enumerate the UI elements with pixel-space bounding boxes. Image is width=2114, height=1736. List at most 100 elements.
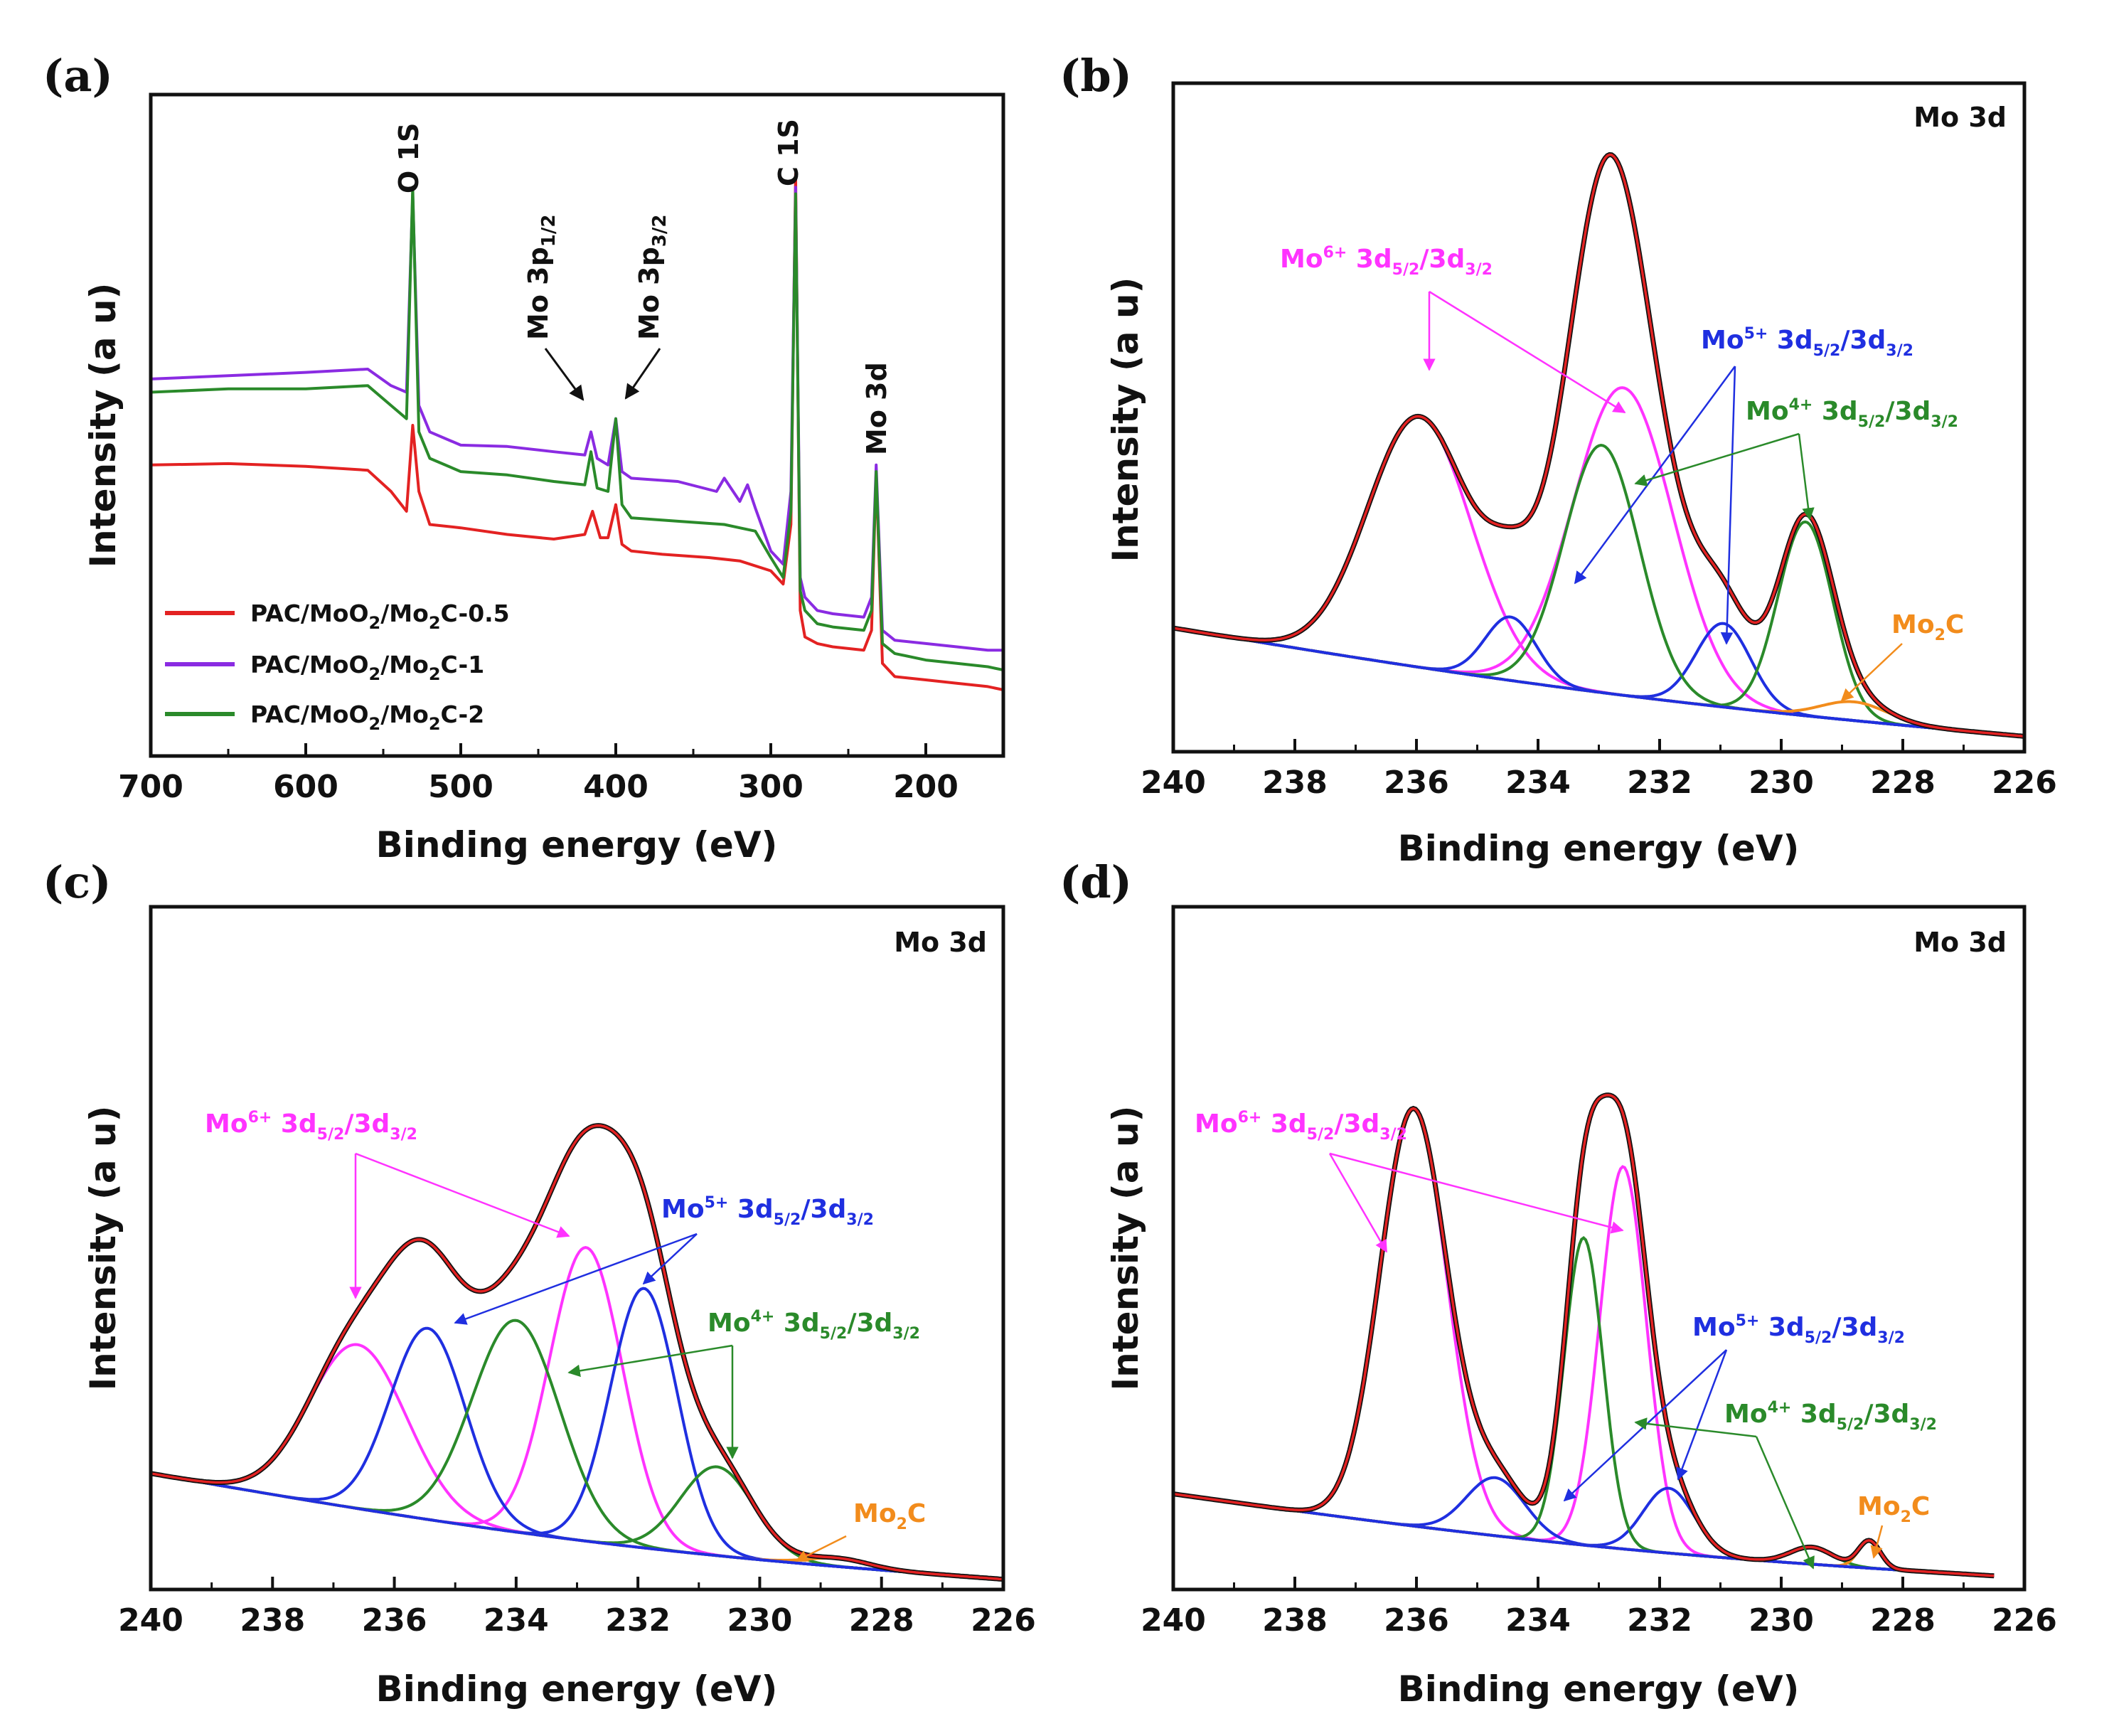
x-tick-label: 238: [1262, 1602, 1328, 1639]
panel-b-corner-label: Mo 3d: [1913, 102, 2007, 133]
x-tick-label: 228: [849, 1602, 914, 1639]
annotation-mo2c: Mo2C: [1891, 610, 1964, 644]
panel-d-mo3d: (d) 240 238 236 234 232 230 228 226 Mo 3d Bindi…: [1059, 856, 2057, 1710]
panel-a-frame: [149, 92, 1005, 758]
annotation-arrow-mo4: [1798, 433, 1815, 521]
x-tick-label: 230: [1749, 1602, 1814, 1639]
peak-label-c1s: C 1S: [773, 119, 804, 186]
annotation-arrow-mo5: [1574, 366, 1736, 585]
peak-label-mo3p32: Mo 3p3/2: [634, 215, 671, 340]
panel-d-y-axis-title: Intensity (a u): [1105, 1106, 1146, 1391]
panel-c-frame: [149, 905, 1005, 1592]
fit-envelope-line: [1173, 1094, 1995, 1577]
x-tick-label: 500: [428, 769, 493, 805]
annotation-arrow-mo4: [1755, 1436, 1815, 1570]
panel-a-legend: PAC/MoO2/Mo2C-0.5 PAC/MoO2/Mo2C-1 PAC/Mo…: [165, 600, 510, 734]
annotation-arrow-mo6: [1329, 1152, 1624, 1234]
x-tick-label: 700: [118, 769, 183, 805]
x-tick-label: 230: [727, 1602, 792, 1639]
peak-label-mo3p12: Mo 3p1/2: [523, 215, 560, 340]
series-line-2: [150, 186, 1004, 672]
panel-a-survey: (a) 700 600 500 400 300 200 Binding energy (e…: [43, 50, 1005, 866]
annotation-arrow-mo5: [1720, 366, 1736, 645]
annotation-arrow-mo6: [1328, 1153, 1388, 1253]
component-peak-6: [1173, 627, 2025, 738]
background-line: [1173, 1492, 1995, 1577]
annotation-mo6: Mo6+ 3d5/2/3d3/2: [1280, 244, 1493, 279]
annotation-arrow-mo2c: [1840, 643, 1903, 702]
peak-label-mo3d: Mo 3d: [861, 362, 892, 455]
x-tick-label: 200: [893, 769, 959, 805]
panel-c-annotations: Mo6+ 3d5/2/3d3/2 Mo5+ 3d5/2/3d3/2 Mo4+ 3d5…: [205, 1109, 926, 1562]
panel-c-corner-label: Mo 3d: [894, 927, 987, 958]
annotation-mo6: Mo6+ 3d5/2/3d3/2: [1195, 1109, 1407, 1144]
x-tick-label: 400: [583, 769, 648, 805]
panel-b-annotations: Mo6+ 3d5/2/3d3/2 Mo5+ 3d5/2/3d3/2 Mo4+ 3d5…: [1280, 244, 1964, 702]
x-tick-label: 234: [484, 1602, 549, 1639]
panel-c-letter: (c): [43, 856, 111, 908]
x-tick-label: 240: [118, 1602, 183, 1639]
annotation-mo2c: Mo2C: [853, 1499, 926, 1533]
panel-d-x-axis-title: Binding energy (eV): [1398, 1668, 1800, 1710]
panel-b-y-axis-title: Intensity (a u): [1105, 277, 1146, 563]
component-peak-3: [1173, 622, 2025, 738]
panel-a-x-axis-title: Binding energy (eV): [376, 824, 778, 866]
annotation-arrow-mo4: [1634, 432, 1800, 486]
legend-label-pac-0.5: PAC/MoO2/Mo2C-0.5: [250, 600, 510, 633]
arrow-mo3p12: [544, 348, 584, 401]
panel-c-plot-area: [150, 1123, 1004, 1582]
x-tick-label: 226: [1992, 765, 2057, 801]
panel-a-y-axis-title: Intensity (a u): [82, 283, 124, 568]
x-tick-label: 240: [1141, 1602, 1206, 1639]
panel-a-plot-area: [150, 172, 1004, 691]
x-tick-label: 238: [240, 1602, 305, 1639]
x-tick-label: 600: [273, 769, 338, 805]
peak-label-o1s: O 1S: [393, 123, 425, 193]
panel-a-letter: (a): [43, 50, 113, 102]
annotation-mo5: Mo5+ 3d5/2/3d3/2: [661, 1194, 874, 1229]
panel-d-frame: [1171, 905, 2027, 1592]
panel-b-plot-area: [1173, 151, 2025, 739]
x-tick-label: 230: [1749, 765, 1814, 801]
annotation-arrow-mo5: [454, 1232, 698, 1325]
panel-c-x-axis-title: Binding energy (eV): [376, 1668, 778, 1710]
annotation-mo4: Mo4+ 3d5/2/3d3/2: [1746, 396, 1958, 431]
legend-label-pac-2: PAC/MoO2/Mo2C-2: [250, 701, 484, 734]
annotation-mo2c: Mo2C: [1857, 1492, 1930, 1526]
annotation-arrow-mo6: [1429, 290, 1626, 414]
annotation-arrow-mo2c: [1870, 1525, 1884, 1559]
panel-c-y-axis-title: Intensity (a u): [82, 1106, 124, 1391]
annotation-arrow-mo4: [1634, 1417, 1757, 1438]
fit-envelope-line: [1173, 153, 2025, 738]
panel-c-mo3d: (c) 240 238 236 234 232 230 228 226 Mo 3d Bindi…: [43, 856, 1036, 1710]
background-line: [1173, 627, 2025, 738]
x-tick-label: 228: [1870, 1602, 1936, 1639]
x-tick-label: 236: [1384, 1602, 1449, 1639]
panel-d-letter: (d): [1059, 856, 1132, 908]
component-peak-1: [150, 1246, 1004, 1581]
x-tick-label: 226: [1992, 1602, 2057, 1639]
annotation-arrow-mo4: [567, 1344, 733, 1378]
panel-d-corner-label: Mo 3d: [1913, 927, 2007, 958]
panel-c-x-ticks: 240 238 236 234 232 230 228 226: [118, 1577, 1036, 1639]
panel-b-letter: (b): [1059, 50, 1132, 102]
annotation-mo5: Mo5+ 3d5/2/3d3/2: [1701, 325, 1913, 360]
panel-b-x-ticks: 240 238 236 234 232 230 228 226: [1141, 739, 2057, 801]
x-tick-label: 238: [1262, 765, 1328, 801]
annotation-arrow-mo6: [355, 1152, 570, 1238]
fit-envelope-line: [150, 1124, 1004, 1581]
legend-label-pac-1: PAC/MoO2/Mo2C-1: [250, 651, 484, 684]
annotation-mo4: Mo4+ 3d5/2/3d3/2: [708, 1308, 920, 1343]
x-tick-label: 232: [605, 1602, 671, 1639]
panel-d-x-ticks: 240 238 236 234 232 230 228 226: [1141, 1577, 2057, 1639]
x-tick-label: 240: [1141, 765, 1206, 801]
annotation-arrow-mo5: [642, 1233, 698, 1285]
panel-b-mo3d: (b) 240 238 236 234 232 230 228 226 Mo 3d Bindi…: [1059, 50, 2057, 869]
component-peak-1: [1173, 386, 2025, 738]
panel-d-plot-area: [1173, 1092, 1995, 1579]
x-tick-label: 228: [1870, 765, 1936, 801]
annotation-mo4: Mo4+ 3d5/2/3d3/2: [1724, 1399, 1937, 1434]
background-line: [150, 1471, 1004, 1581]
panel-a-x-ticks: 700 600 500 400 300 200: [118, 743, 959, 805]
